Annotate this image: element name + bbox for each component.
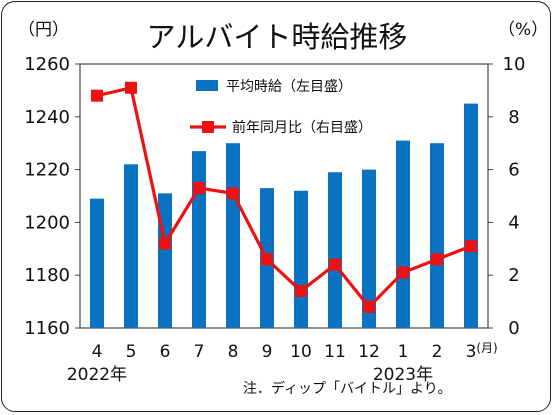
- line-point: [295, 285, 307, 298]
- bar: [158, 193, 172, 328]
- line-point: [193, 182, 205, 195]
- x-tick-label: 8: [228, 342, 239, 362]
- right-tick-label: 2: [508, 265, 519, 286]
- legend-label-bar: 平均時給（左目盛）: [226, 79, 352, 95]
- line-point: [227, 187, 239, 200]
- x-tick-label: 3: [466, 342, 477, 362]
- x-tick-label: 6: [160, 342, 171, 362]
- right-tick-label: 4: [508, 212, 519, 233]
- bar: [464, 103, 478, 328]
- bar: [226, 143, 240, 328]
- bar: [328, 172, 342, 328]
- right-tick-label: 8: [508, 107, 519, 128]
- bar-series: [90, 103, 478, 328]
- line-point: [431, 253, 443, 266]
- line-point: [91, 89, 103, 102]
- legend: 平均時給（左目盛） 前年同月比（右目盛）: [190, 79, 372, 136]
- left-tick-label: 1220: [24, 160, 70, 181]
- line-point: [363, 300, 375, 313]
- year-label: 2023年: [373, 365, 433, 385]
- bar: [396, 140, 410, 328]
- year-label: 2022年: [67, 365, 127, 385]
- bar: [90, 198, 104, 328]
- x-axis: 4 5 6 7 8 9 10 11 12 1 2 3 (月)2022年 2023年: [67, 341, 498, 385]
- chart-title: アルバイト時給推移: [147, 20, 408, 54]
- bar: [430, 143, 444, 328]
- x-tick-label: 7: [194, 342, 205, 362]
- x-tick-label: 11: [324, 342, 346, 362]
- left-tick-label: 1180: [24, 265, 70, 286]
- bar: [362, 169, 376, 328]
- left-tick-label: 1240: [24, 107, 70, 128]
- line-point: [159, 237, 171, 250]
- line-point: [125, 81, 137, 94]
- x-tick-label: 2: [432, 342, 443, 362]
- x-tick-label: 12: [358, 342, 380, 362]
- x-axis-unit: (月): [476, 341, 497, 355]
- x-tick-label: 5: [126, 342, 137, 362]
- left-tick-label: 1200: [24, 212, 70, 233]
- line-point: [397, 266, 409, 279]
- plot-border: [79, 63, 489, 329]
- left-tick-label: 1160: [24, 318, 70, 339]
- bar: [124, 164, 138, 328]
- legend-label-line: 前年同月比（右目盛）: [232, 119, 372, 136]
- bar: [192, 151, 206, 328]
- line-point: [261, 253, 273, 266]
- legend-swatch-marker: [202, 121, 214, 133]
- right-axis-unit: （%）: [498, 20, 548, 40]
- line-point: [465, 240, 477, 253]
- left-tick-label: 1260: [24, 54, 70, 75]
- right-axis: 0 2 4 6 8 10: [488, 54, 525, 339]
- left-axis-unit: （円）: [18, 20, 69, 40]
- x-tick-label: 4: [92, 342, 103, 362]
- legend-swatch-bar: [196, 80, 218, 91]
- x-tick-label: 9: [262, 342, 273, 362]
- right-tick-label: 10: [503, 54, 526, 75]
- bar: [294, 190, 308, 328]
- line-point: [329, 258, 341, 271]
- x-tick-label: 1: [398, 342, 409, 362]
- right-tick-label: 0: [508, 318, 519, 339]
- x-tick-label: 10: [290, 342, 312, 362]
- plot-area: [79, 63, 489, 329]
- line-series: [91, 81, 477, 313]
- right-tick-label: 6: [508, 160, 519, 181]
- source-note: 注．ディップ「バイトル」より。: [243, 380, 451, 397]
- left-axis: 1160 1180 1200 1220 1240 1260: [24, 54, 80, 339]
